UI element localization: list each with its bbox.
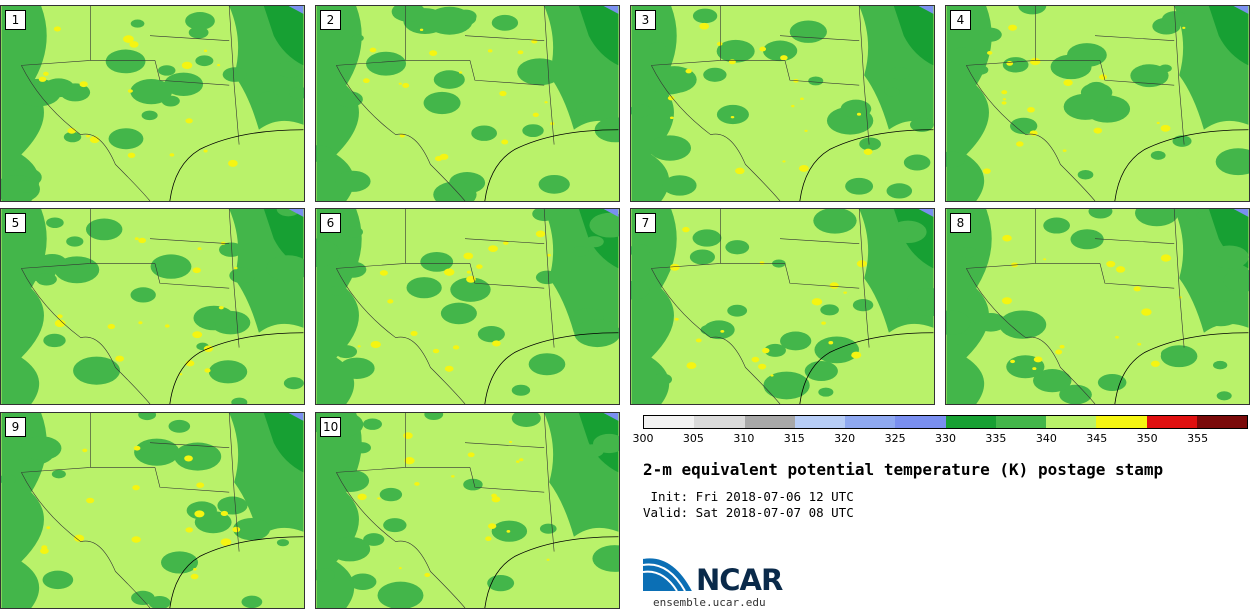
colorbar-segment: [694, 416, 745, 428]
ensemble-member-map: [631, 209, 934, 404]
colorbar-segment: [744, 416, 795, 428]
colorbar-segment: [995, 416, 1046, 428]
colorbar-tick-label: 355: [1187, 432, 1209, 445]
colorbar-tick-label: 335: [985, 432, 1007, 445]
colorbar-segment: [895, 416, 946, 428]
member-number-label: 5: [5, 213, 26, 233]
colorbar-ticks: 300 305 310 315 320 325 330 335 340 345 350 355: [633, 432, 1248, 448]
member-number-label: 10: [320, 417, 342, 437]
ncar-logo-icon: [643, 556, 694, 592]
colorbar-tick-label: 340: [1035, 432, 1057, 445]
member-number-label: 4: [950, 10, 971, 30]
ensemble-member-map: [1, 6, 304, 201]
colorbar-segment: [644, 416, 695, 428]
ensemble-member-map: [631, 6, 934, 201]
postage-stamp-panel: 8: [945, 208, 1250, 405]
colorbar-segment: [1046, 416, 1097, 428]
valid-time: Valid: Sat 2018-07-07 08 UTC: [643, 505, 854, 520]
member-number-label: 3: [635, 10, 656, 30]
colorbar-segment: [845, 416, 896, 428]
colorbar-tick-label: 300: [632, 432, 654, 445]
colorbar-tick-label: 305: [682, 432, 704, 445]
colorbar-segment: [794, 416, 845, 428]
member-number-label: 9: [5, 417, 26, 437]
ensemble-member-map: [316, 209, 619, 404]
postage-stamp-panel: 7: [630, 208, 935, 405]
colorbar-tick-label: 315: [783, 432, 805, 445]
ensemble-member-map: [946, 209, 1249, 404]
colorbar-tick-label: 325: [884, 432, 906, 445]
ncar-logo-text: NCAR: [696, 563, 783, 597]
colorbar-tick-label: 350: [1136, 432, 1158, 445]
postage-stamp-panel: 5: [0, 208, 305, 405]
plot-title: 2-m equivalent potential temperature (K)…: [643, 460, 1164, 479]
ensemble-member-map: [316, 413, 619, 608]
member-number-label: 1: [5, 10, 26, 30]
postage-stamp-panel: 1: [0, 5, 305, 202]
postage-stamp-panel: 10: [315, 412, 620, 609]
postage-stamp-panel: 3: [630, 5, 935, 202]
colorbar-tick-label: 320: [834, 432, 856, 445]
member-number-label: 7: [635, 213, 656, 233]
ensemble-member-map: [946, 6, 1249, 201]
colorbar-segment: [1146, 416, 1197, 428]
postage-stamp-panel: 2: [315, 5, 620, 202]
init-time: Init: Fri 2018-07-06 12 UTC: [643, 489, 854, 504]
colorbar-tick-label: 330: [935, 432, 956, 445]
site-url: ensemble.ucar.edu: [653, 596, 766, 609]
colorbar-tick-label: 345: [1086, 432, 1108, 445]
member-number-label: 8: [950, 213, 971, 233]
postage-stamp-panel: 9: [0, 412, 305, 609]
postage-stamp-panel: 4: [945, 5, 1250, 202]
postage-stamp-panel: 6: [315, 208, 620, 405]
colorbar: [643, 415, 1248, 429]
ensemble-member-map: [1, 209, 304, 404]
member-number-label: 6: [320, 213, 341, 233]
colorbar-tick-label: 310: [733, 432, 755, 445]
colorbar-segment: [1196, 416, 1247, 428]
colorbar-segment: [945, 416, 996, 428]
ensemble-member-map: [316, 6, 619, 201]
member-number-label: 2: [320, 10, 341, 30]
colorbar-segment: [1096, 416, 1147, 428]
ensemble-member-map: [1, 413, 304, 608]
